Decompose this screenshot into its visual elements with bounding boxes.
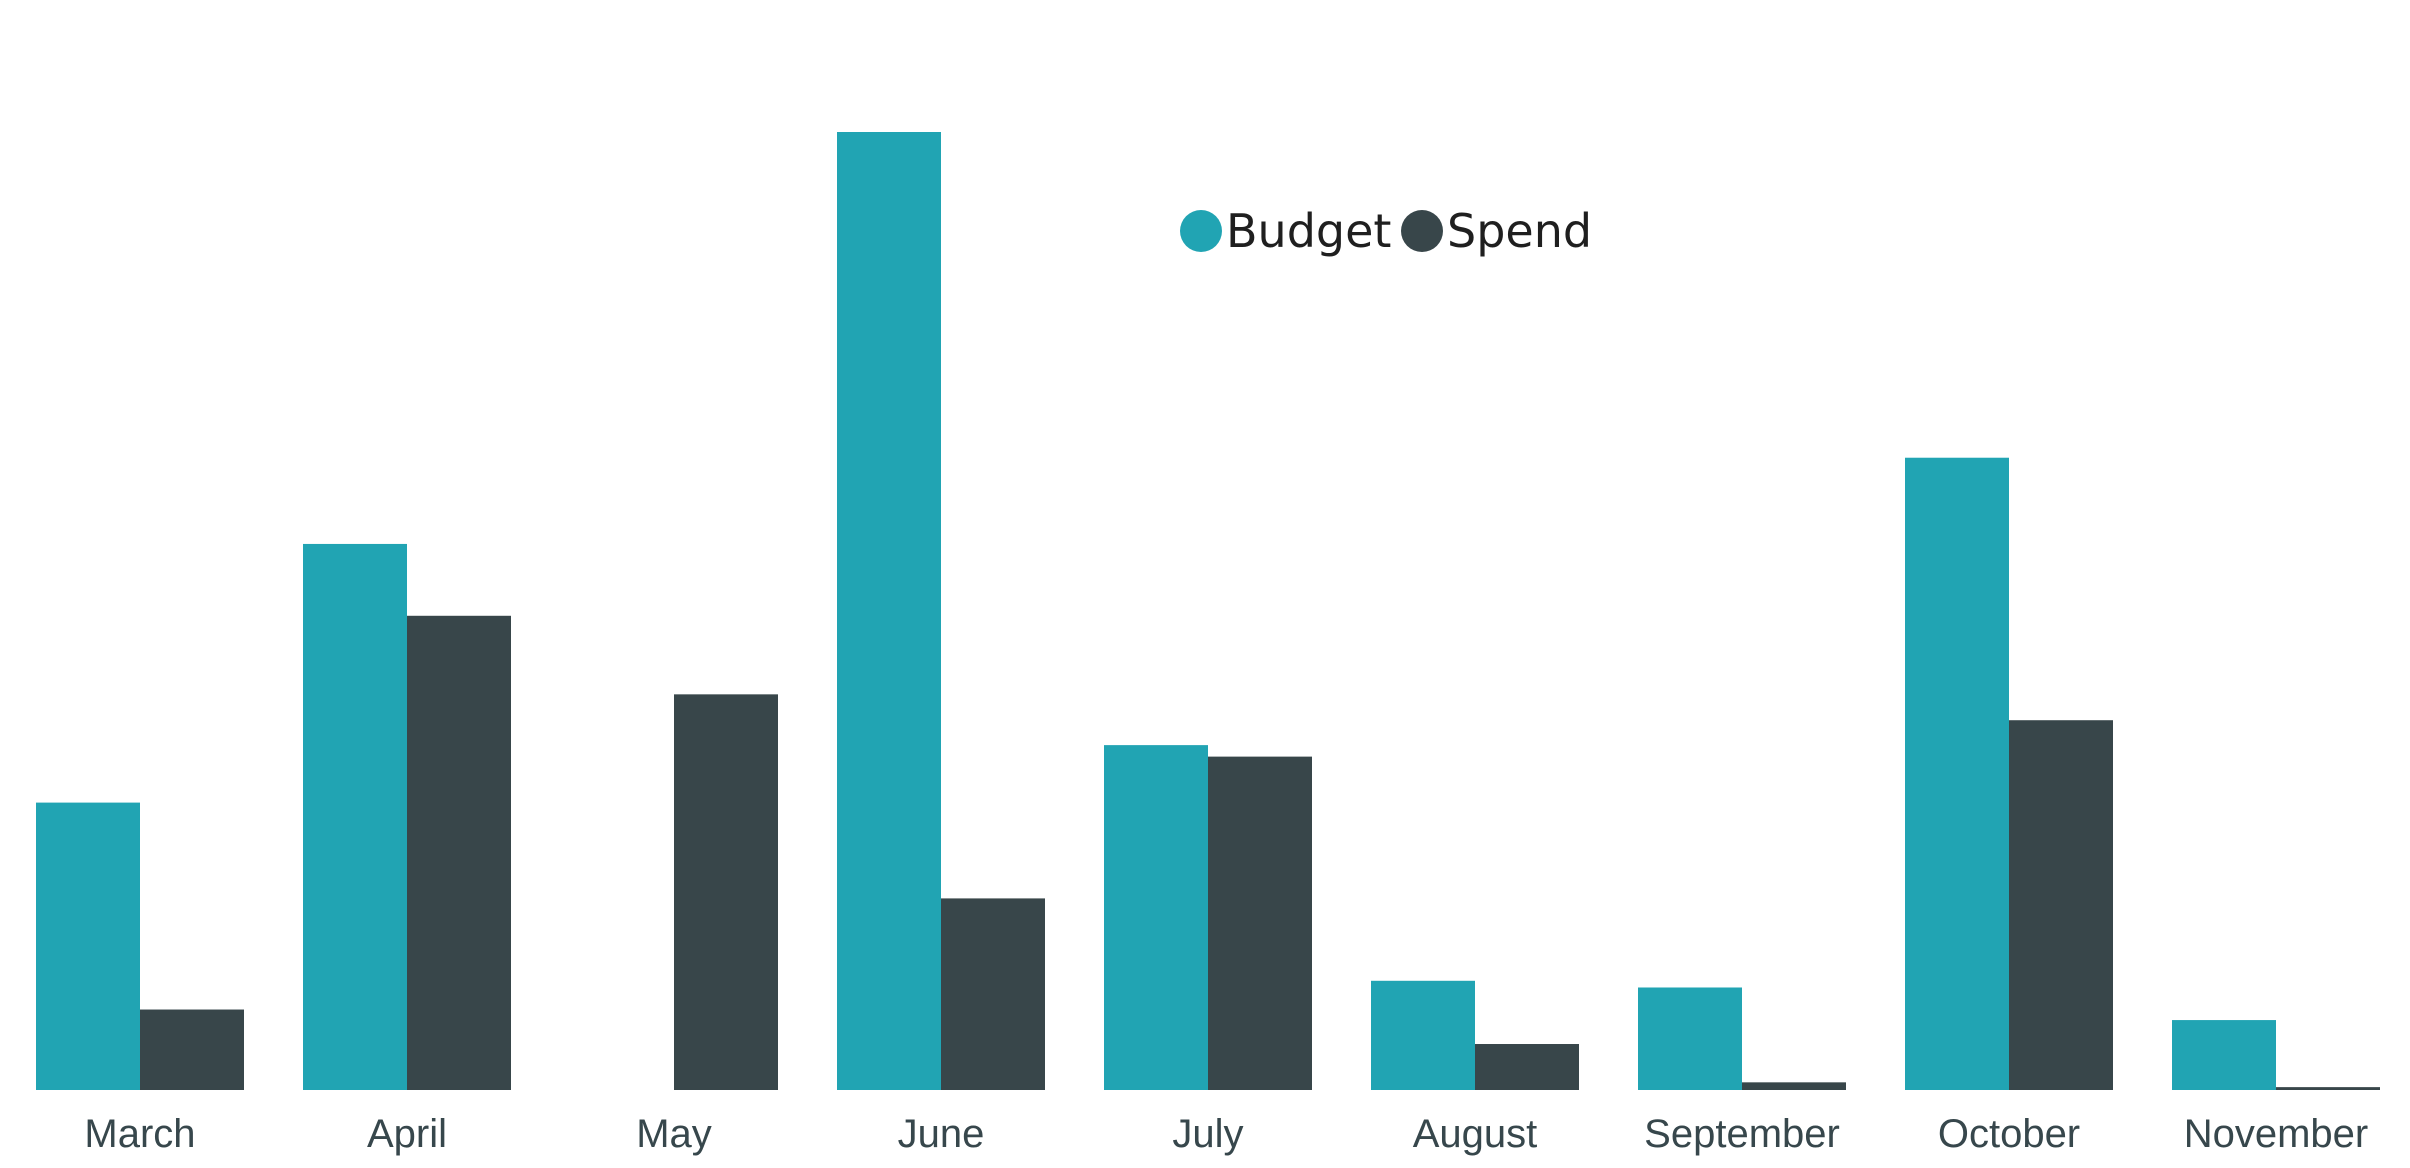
bar-spend-june bbox=[941, 898, 1045, 1090]
bar-spend-may bbox=[674, 694, 778, 1090]
x-tick-label-june: June bbox=[898, 1112, 985, 1156]
bar-budget-june bbox=[837, 132, 941, 1090]
bars-group bbox=[36, 132, 2380, 1091]
bar-budget-september bbox=[1638, 987, 1742, 1090]
bar-spend-april bbox=[407, 615, 511, 1090]
bar-spend-october bbox=[2009, 720, 2113, 1090]
legend-dot-spend bbox=[1401, 210, 1443, 252]
legend-label-budget: Budget bbox=[1226, 204, 1391, 258]
legend-label-spend: Spend bbox=[1447, 204, 1592, 258]
bar-budget-november bbox=[2172, 1020, 2276, 1090]
x-tick-label-april: April bbox=[367, 1112, 447, 1156]
x-tick-label-july: July bbox=[1172, 1112, 1243, 1156]
x-tick-label-may: May bbox=[636, 1112, 712, 1156]
bar-budget-april bbox=[303, 543, 407, 1090]
bar-budget-july bbox=[1104, 745, 1208, 1090]
x-tick-label-october: October bbox=[1938, 1112, 2080, 1156]
bar-budget-october bbox=[1905, 457, 2009, 1091]
bar-spend-august bbox=[1475, 1044, 1579, 1090]
bar-budget-march bbox=[36, 802, 140, 1090]
bar-budget-august bbox=[1371, 980, 1475, 1090]
x-tick-label-august: August bbox=[1413, 1112, 1538, 1156]
bar-spend-july bbox=[1208, 756, 1312, 1090]
legend: Budget Spend bbox=[1180, 204, 1592, 258]
legend-dot-budget bbox=[1180, 210, 1222, 252]
bar-spend-november bbox=[2276, 1087, 2380, 1090]
x-tick-label-march: March bbox=[84, 1112, 195, 1156]
bar-spend-march bbox=[140, 1009, 244, 1090]
x-tick-labels: March April May June July August September Octo… bbox=[84, 1112, 2368, 1156]
x-tick-label-november: November bbox=[2184, 1112, 2369, 1156]
x-tick-label-september: September bbox=[1644, 1112, 1840, 1156]
bar-spend-september bbox=[1742, 1082, 1846, 1090]
